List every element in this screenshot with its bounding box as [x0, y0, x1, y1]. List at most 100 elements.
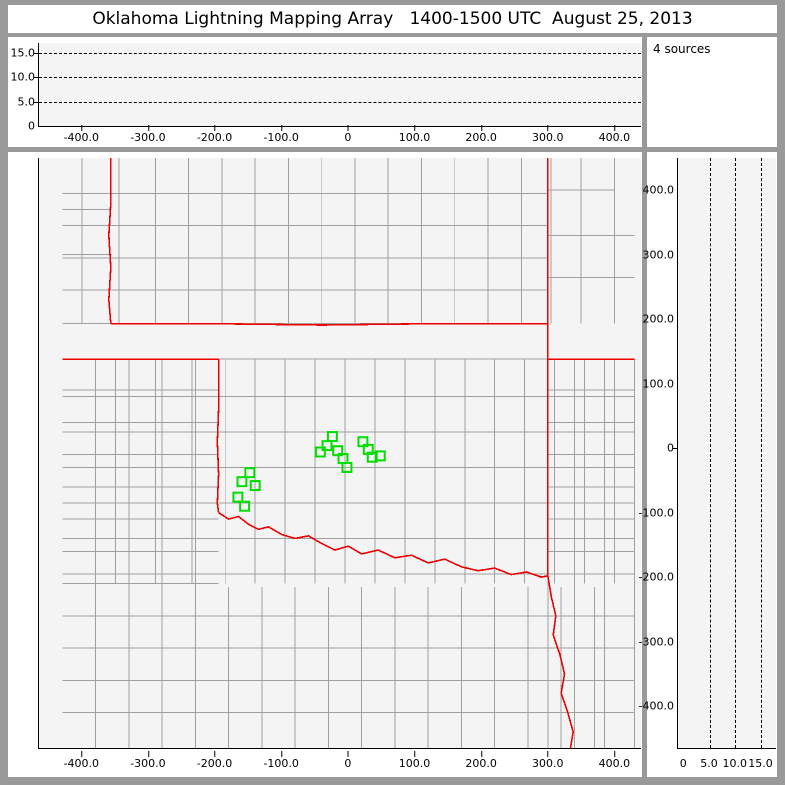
title-panel: Oklahoma Lightning Mapping Array 1400-15… [8, 5, 777, 33]
state-border-red-river [218, 511, 549, 578]
map-x-tick-label: 300.0 [532, 751, 563, 770]
state-border-texas-panhandle-east [216, 359, 220, 513]
map-y-tick-mark [38, 706, 39, 707]
county-boundaries [62, 158, 635, 748]
altitude-y-tick-label: -400.0 [638, 699, 674, 713]
lightning-source-marker [249, 480, 261, 492]
time-height-x-tick-mark [614, 125, 616, 131]
altitude-y-tick-label: 300.0 [642, 248, 675, 262]
lightning-source-marker [236, 476, 248, 488]
time-height-x-tick-label: 300.0 [532, 125, 563, 144]
map-y-tick-mark [38, 255, 39, 256]
altitude-gridline [735, 158, 737, 748]
map-y-tick-mark [38, 190, 39, 191]
altitude-y-tick-label: 0 [667, 441, 674, 455]
lightning-source-marker [244, 467, 256, 479]
altitude-plot-area: 400.0 300.0 200.0 100.0 0 -100.0 -200.0 -300.0 -… [639, 158, 776, 749]
state-border-colorado-kansas [108, 158, 112, 324]
map-x-tick-label: 200.0 [465, 751, 497, 770]
time-height-y-tick-label: 15.0 [10, 46, 36, 60]
map-x-tick-label: -300.0 [130, 751, 166, 770]
map-x-tick-label: -100.0 [263, 751, 299, 770]
altitude-y-tick-label: -200.0 [638, 570, 674, 584]
altitude-gridline [709, 158, 711, 748]
time-height-x-tick-mark [414, 125, 416, 131]
time-height-x-axis: -400.0 -300.0 -200.0 -100.0 0 100.0 200.0 300.0… [38, 125, 641, 147]
lightning-source-marker [314, 446, 326, 458]
lightning-source-marker [232, 491, 244, 503]
lightning-source-marker [321, 440, 333, 452]
time-height-x-tick-label: 200.0 [465, 125, 497, 144]
time-height-x-tick-label: -200.0 [197, 125, 232, 144]
map-x-tick-label: -400.0 [64, 751, 99, 770]
altitude-x-tick-label: 15.0 [748, 757, 773, 770]
time-height-gridline [39, 52, 641, 54]
time-height-y-tick-label: 0 [28, 119, 35, 133]
time-height-x-tick-label: -400.0 [64, 125, 99, 144]
time-height-x-tick-mark [347, 125, 349, 131]
map-x-tick-mark [214, 751, 216, 757]
map-x-tick-mark [81, 751, 83, 757]
time-height-gridline [39, 101, 641, 103]
time-height-y-tick-mark [34, 77, 39, 79]
map-x-tick-label: -200.0 [197, 751, 232, 770]
page-title: Oklahoma Lightning Mapping Array 1400-15… [92, 9, 693, 29]
map-y-tick-mark [38, 642, 39, 643]
map-x-tick-mark [414, 751, 416, 757]
map-plot-area: 400.0300.0200.0100.00-100.0-200.0-300.0-… [38, 158, 641, 749]
map-x-tick-label: 100.0 [399, 751, 430, 770]
map-x-tick-mark [481, 751, 483, 757]
time-height-panel: 0 5.0 10.0 15.0 -400.0 -300.0 -200.0 -100.0 0 10… [8, 37, 642, 147]
map-x-tick-mark [347, 751, 349, 757]
time-height-x-tick-label: 100.0 [399, 125, 430, 144]
time-height-x-tick-mark [214, 125, 216, 131]
map-x-tick-mark [547, 751, 549, 757]
lightning-source-markers [232, 431, 386, 512]
time-height-x-tick-label: -100.0 [263, 125, 299, 144]
map-x-tick-label: 400.0 [599, 751, 630, 770]
altitude-y-tick-label: 100.0 [642, 377, 675, 391]
time-height-y-tick-label: 10.0 [10, 70, 36, 84]
time-height-x-tick-mark [547, 125, 549, 131]
map-x-tick-mark [147, 751, 149, 757]
time-height-x-tick-mark [81, 125, 83, 131]
time-height-x-tick-mark [281, 125, 283, 131]
time-height-gridline [39, 77, 641, 79]
map-x-tick-mark [614, 751, 616, 757]
map-y-tick-mark [38, 577, 39, 578]
state-border-kansas-oklahoma [110, 322, 548, 326]
altitude-x-tick-label: 5.0 [700, 757, 718, 770]
lightning-source-marker [239, 500, 251, 512]
map-y-tick-mark [38, 384, 39, 385]
altitude-x-axis: 0 5.0 10.0 15.0 [677, 751, 776, 777]
time-height-x-tick-label: -300.0 [130, 125, 166, 144]
sources-panel: 4 sources [647, 37, 777, 147]
altitude-gridline [760, 158, 762, 748]
source-count-label: 4 sources [653, 42, 711, 56]
altitude-x-tick-label: 10.0 [722, 757, 748, 770]
map-y-tick-mark [38, 448, 39, 449]
map-y-tick-mark [38, 513, 39, 514]
altitude-y-tick-label: 400.0 [642, 183, 675, 197]
altitude-y-tick-label: -300.0 [638, 635, 674, 649]
altitude-x-tick-label: 0 [679, 757, 687, 770]
time-height-y-tick-mark [34, 101, 39, 103]
time-height-plot-area: 0 5.0 10.0 15.0 [11, 43, 641, 133]
altitude-y-tick-mark [673, 448, 678, 450]
time-height-x-tick-mark [147, 125, 149, 131]
altitude-y-tick-label: -100.0 [638, 506, 674, 520]
time-height-x-tick-label: 0 [344, 125, 351, 144]
map-x-tick-label: 0 [344, 751, 351, 770]
map-y-tick-mark [38, 319, 39, 320]
lightning-source-marker [341, 461, 353, 473]
time-height-y-tick-mark [34, 52, 39, 54]
map-x-axis: -400.0 -300.0 -200.0 -100.0 0 100.0 200.0 300.0… [38, 751, 641, 777]
map-geography [62, 158, 635, 748]
altitude-y-tick-label: 200.0 [642, 312, 675, 326]
plan-view-map-panel: 400.0300.0200.0100.00-100.0-200.0-300.0-… [8, 152, 642, 777]
state-border-texas-arkansas [547, 575, 574, 748]
time-height-x-tick-label: 400.0 [599, 125, 630, 144]
altitude-histogram-panel: 400.0 300.0 200.0 100.0 0 -100.0 -200.0 -300.0 -… [639, 152, 777, 777]
lightning-source-marker [374, 450, 386, 462]
